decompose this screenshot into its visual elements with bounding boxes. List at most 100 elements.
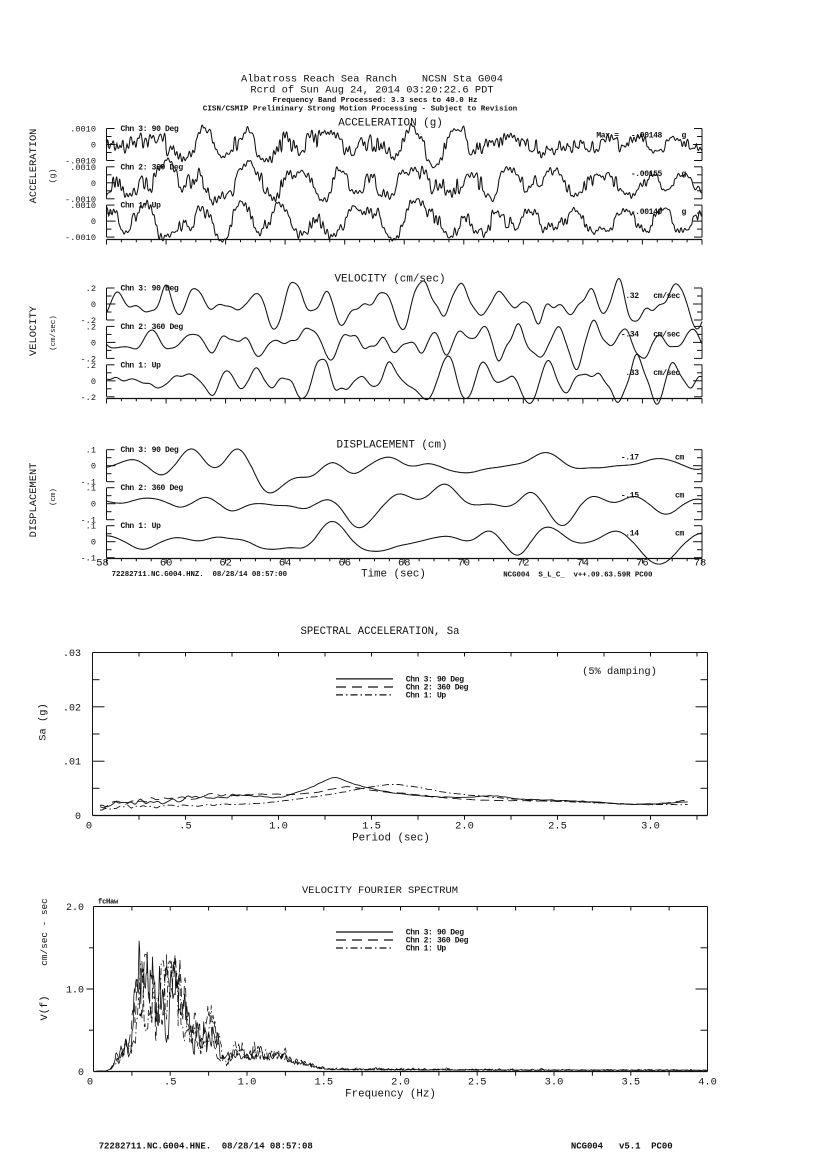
svg-text:SPECTRAL ACCELERATION, Sa: SPECTRAL ACCELERATION, Sa [301, 626, 460, 638]
svg-text:NCG004 v5.1 PC00: NCG004 v5.1 PC00 [571, 1141, 673, 1151]
svg-text:Chn 1: Up: Chn 1: Up [121, 361, 162, 370]
svg-text:68: 68 [398, 558, 410, 570]
svg-text:Frequency Band Processed: 3.3: Frequency Band Processed: 3.3 secs to 40… [272, 97, 477, 105]
svg-text:Chn 1: Up: Chn 1: Up [406, 692, 447, 701]
svg-text:0: 0 [86, 821, 92, 833]
svg-text:64: 64 [279, 558, 291, 570]
svg-text:cm: cm [675, 492, 684, 501]
svg-text:0: 0 [75, 812, 81, 823]
svg-text:ACCELERATION: ACCELERATION [28, 129, 40, 204]
svg-text:.2: .2 [86, 361, 96, 371]
svg-text:-.00155: -.00155 [631, 170, 663, 179]
svg-text:-.2: -.2 [81, 316, 96, 326]
svg-text:4.0: 4.0 [698, 1077, 717, 1089]
svg-text:(g): (g) [48, 168, 58, 183]
svg-text:Chn 3: 90 Deg: Chn 3: 90 Deg [406, 929, 464, 938]
svg-text:-.15: -.15 [621, 492, 639, 501]
svg-text:.01: .01 [63, 758, 81, 769]
svg-text:cm/sec - sec: cm/sec - sec [39, 898, 50, 966]
svg-text:(cm): (cm) [50, 488, 58, 506]
svg-text:1.5: 1.5 [362, 821, 381, 833]
svg-text:3.5: 3.5 [621, 1077, 640, 1089]
svg-text:DISPLACEMENT (cm): DISPLACEMENT (cm) [336, 440, 447, 452]
svg-text:VELOCITY (cm/sec): VELOCITY (cm/sec) [334, 274, 445, 286]
svg-text:cm/sec: cm/sec [653, 330, 680, 339]
svg-text:0: 0 [91, 179, 96, 189]
svg-text:.1: .1 [86, 522, 96, 532]
svg-text:.14: .14 [625, 530, 639, 539]
svg-text:DISPLACEMENT: DISPLACEMENT [28, 463, 40, 538]
svg-text:g: g [682, 170, 687, 179]
svg-text:cm/sec: cm/sec [653, 292, 680, 301]
svg-text:0: 0 [91, 338, 96, 348]
svg-text:1.0: 1.0 [66, 986, 84, 997]
svg-text:-.0010: -.0010 [65, 233, 96, 243]
svg-text:.1: .1 [86, 484, 96, 494]
svg-text:66: 66 [338, 558, 350, 570]
svg-text:Time (sec): Time (sec) [361, 569, 426, 581]
svg-text:2.0: 2.0 [391, 1077, 410, 1089]
svg-text:fcHaw: fcHaw [98, 899, 119, 907]
svg-text:74: 74 [577, 558, 589, 570]
svg-text:58: 58 [96, 558, 108, 570]
svg-text:-.00148: -.00148 [631, 132, 663, 141]
svg-text:1.0: 1.0 [269, 821, 288, 833]
svg-text:.5: .5 [179, 821, 191, 833]
svg-text:(cm/sec): (cm/sec) [50, 315, 58, 350]
svg-text:Chn 1: Up: Chn 1: Up [121, 522, 162, 531]
svg-text:-.2: -.2 [81, 393, 96, 403]
svg-text:-.17: -.17 [621, 454, 639, 463]
svg-text:VELOCITY: VELOCITY [28, 305, 40, 356]
svg-text:.03: .03 [63, 649, 81, 660]
svg-text:Albatross Reach Sea Ranch N: Albatross Reach Sea Ranch NCSN Sta G004 [241, 74, 503, 86]
svg-text:Chn 2: 360 Deg: Chn 2: 360 Deg [121, 323, 184, 332]
svg-text:ACCELERATION (g): ACCELERATION (g) [338, 117, 443, 129]
svg-text:62: 62 [219, 558, 231, 570]
svg-text:Chn 3: 90 Deg: Chn 3: 90 Deg [121, 446, 179, 455]
svg-text:-.2: -.2 [81, 354, 96, 364]
svg-text:Frequency (Hz): Frequency (Hz) [345, 1088, 436, 1100]
svg-text:3.0: 3.0 [545, 1077, 564, 1089]
svg-text:0: 0 [91, 462, 96, 472]
svg-text:72282711.NC.G004.HNE. 08/28/1: 72282711.NC.G004.HNE. 08/28/14 08:57:08 [99, 1141, 313, 1151]
svg-text:Chn 2: 360 Deg: Chn 2: 360 Deg [406, 684, 469, 693]
svg-text:-.34: -.34 [621, 330, 639, 339]
svg-text:-.1: -.1 [81, 478, 96, 488]
svg-text:.5: .5 [164, 1077, 176, 1089]
svg-text:Chn 3: 90 Deg: Chn 3: 90 Deg [121, 125, 179, 134]
svg-text:60: 60 [160, 558, 172, 570]
svg-text:70: 70 [458, 558, 470, 570]
svg-text:.2: .2 [86, 322, 96, 332]
svg-text:72: 72 [517, 558, 529, 570]
svg-text:-.0010: -.0010 [65, 195, 96, 205]
svg-text:Rcrd of Sun Aug 24, 2014 03:20: Rcrd of Sun Aug 24, 2014 03:20:22.6 PDT [250, 85, 493, 97]
svg-text:Chn 2: 360 Deg: Chn 2: 360 Deg [121, 484, 184, 493]
svg-text:1.0: 1.0 [238, 1077, 257, 1089]
svg-text:g: g [682, 208, 687, 217]
svg-text:3.0: 3.0 [641, 821, 660, 833]
svg-text:cm: cm [675, 530, 684, 539]
svg-text:cm: cm [675, 454, 684, 463]
svg-text:-.1: -.1 [81, 554, 96, 564]
svg-text:-.1: -.1 [81, 516, 96, 526]
svg-text:.0010: .0010 [70, 163, 96, 173]
svg-text:Chn 3: 90 Deg: Chn 3: 90 Deg [406, 676, 464, 685]
svg-text:.0010: .0010 [70, 201, 96, 211]
svg-text:CISN/CSMIP Preliminary Strong: CISN/CSMIP Preliminary Strong Motion Pro… [203, 106, 518, 114]
svg-text:.0010: .0010 [70, 125, 96, 135]
svg-text:Chn 1: Up: Chn 1: Up [406, 945, 447, 954]
svg-text:2.0: 2.0 [455, 821, 474, 833]
svg-text:-.00140: -.00140 [631, 208, 663, 217]
svg-text:VELOCITY FOURIER SPECTRUM: VELOCITY FOURIER SPECTRUM [302, 885, 458, 897]
svg-text:NCG004 S_L_C_ v++.09.63.59R: NCG004 S_L_C_ v++.09.63.59R PC00 [503, 572, 653, 580]
svg-text:0: 0 [91, 141, 96, 151]
svg-text:78: 78 [694, 558, 706, 570]
svg-text:2.0: 2.0 [66, 903, 84, 914]
svg-text:(5% damping): (5% damping) [582, 666, 657, 678]
svg-text:0: 0 [91, 217, 96, 227]
svg-text:.33: .33 [625, 369, 639, 378]
svg-text:g: g [682, 132, 687, 141]
svg-text:.1: .1 [86, 446, 96, 456]
svg-text:Chn 2: 360 Deg: Chn 2: 360 Deg [121, 163, 184, 172]
svg-text:-.0010: -.0010 [65, 157, 96, 167]
